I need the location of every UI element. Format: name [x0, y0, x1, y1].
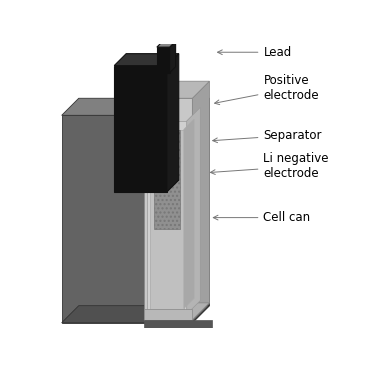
Polygon shape	[192, 81, 209, 320]
Polygon shape	[187, 107, 200, 314]
FancyBboxPatch shape	[144, 320, 212, 328]
FancyBboxPatch shape	[154, 130, 180, 229]
Polygon shape	[167, 54, 179, 192]
FancyBboxPatch shape	[144, 308, 192, 320]
Text: Lead: Lead	[218, 46, 292, 59]
FancyBboxPatch shape	[144, 98, 192, 320]
FancyBboxPatch shape	[114, 66, 167, 192]
Polygon shape	[114, 54, 179, 66]
Polygon shape	[192, 98, 209, 323]
Text: Separator: Separator	[213, 129, 322, 143]
Text: Li negative
electrode: Li negative electrode	[211, 152, 329, 180]
Polygon shape	[144, 303, 209, 320]
FancyBboxPatch shape	[62, 115, 192, 323]
FancyBboxPatch shape	[157, 47, 170, 73]
Polygon shape	[62, 306, 209, 323]
FancyBboxPatch shape	[150, 130, 184, 308]
Polygon shape	[170, 41, 176, 73]
Polygon shape	[157, 41, 176, 47]
Polygon shape	[184, 119, 194, 308]
FancyBboxPatch shape	[147, 121, 187, 314]
Polygon shape	[62, 98, 209, 115]
Text: Positive
electrode: Positive electrode	[215, 74, 319, 105]
Polygon shape	[144, 81, 209, 98]
Text: Cell can: Cell can	[213, 211, 310, 224]
